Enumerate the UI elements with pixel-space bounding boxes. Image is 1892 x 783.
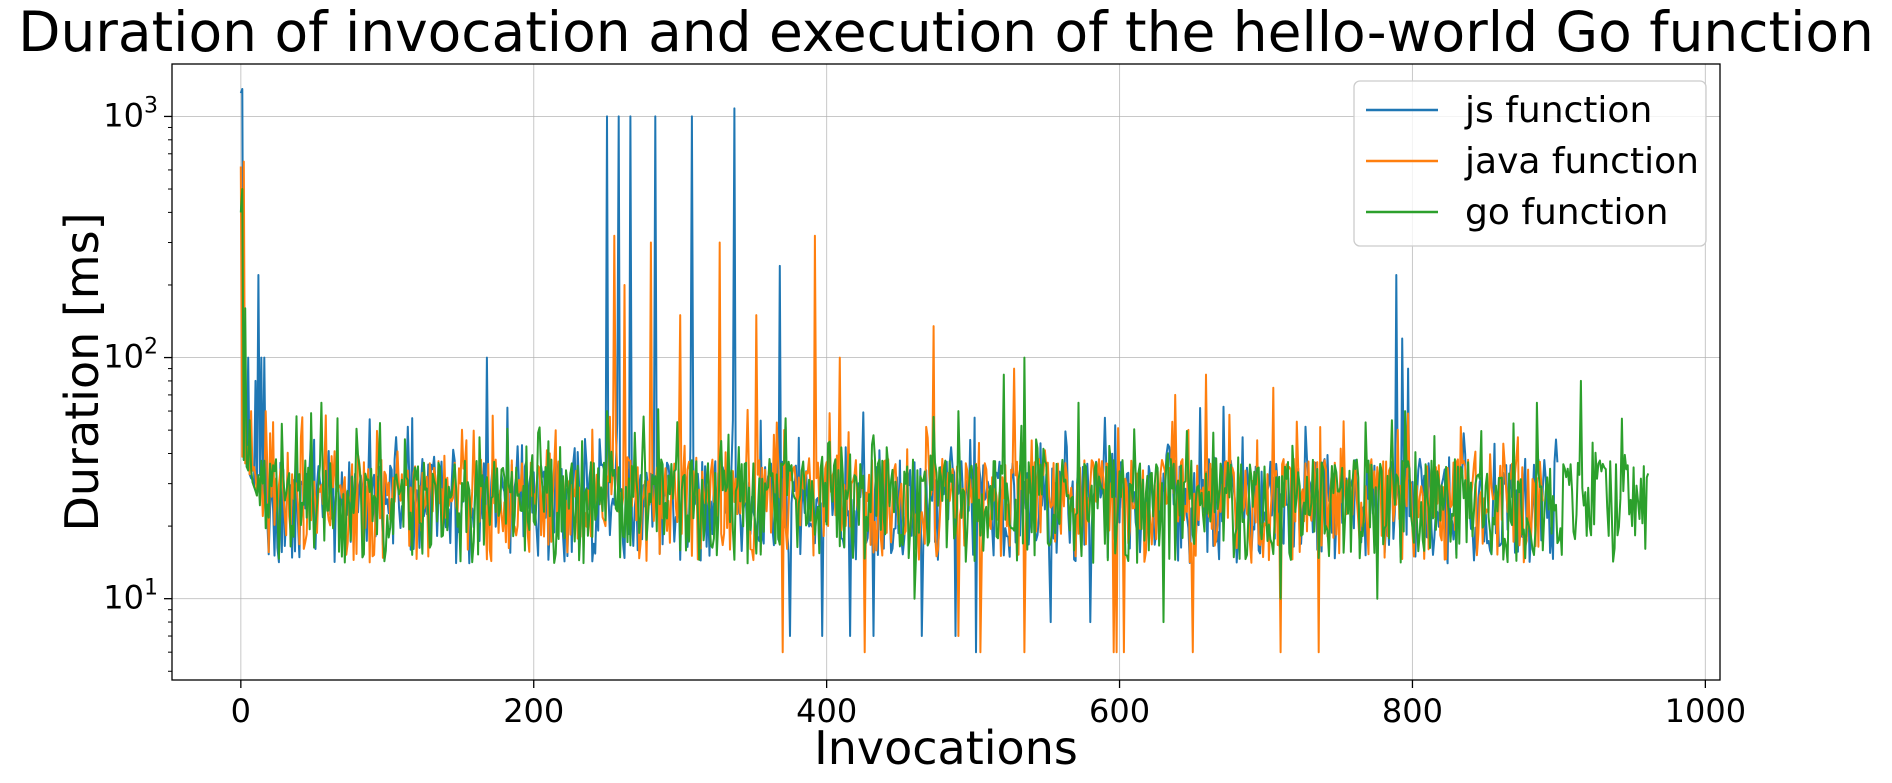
- x-tick-label: 600: [1089, 692, 1150, 730]
- legend-label-go: go function: [1465, 192, 1668, 233]
- series-line-java-function: [239, 160, 1544, 654]
- plot-frame: [171, 63, 1721, 681]
- y-axis-label: Duration [ms]: [55, 212, 109, 531]
- x-tick-label: 0: [231, 692, 251, 730]
- y-tick-label: 102: [103, 335, 158, 376]
- legend: js function java function go function: [1353, 80, 1707, 247]
- x-axis-label: Invocations: [814, 721, 1078, 775]
- legend-label-js: js function: [1464, 90, 1652, 131]
- x-tick-label: 400: [796, 692, 857, 730]
- y-tick-label: 103: [103, 93, 158, 134]
- x-tick-label: 1000: [1665, 692, 1746, 730]
- series-line-go-function: [239, 188, 1650, 624]
- legend-label-java: java function: [1464, 141, 1699, 182]
- x-tick-label: 200: [503, 692, 564, 730]
- ticks: 0 200 400 600 800 1000 101 102 103: [103, 93, 1746, 730]
- chart-title: Duration of invocation and execution of …: [18, 0, 1874, 64]
- series-layer: [239, 88, 1650, 654]
- y-tick-label: 101: [103, 576, 158, 617]
- legend-box: [1353, 80, 1707, 247]
- x-tick-label: 800: [1382, 692, 1443, 730]
